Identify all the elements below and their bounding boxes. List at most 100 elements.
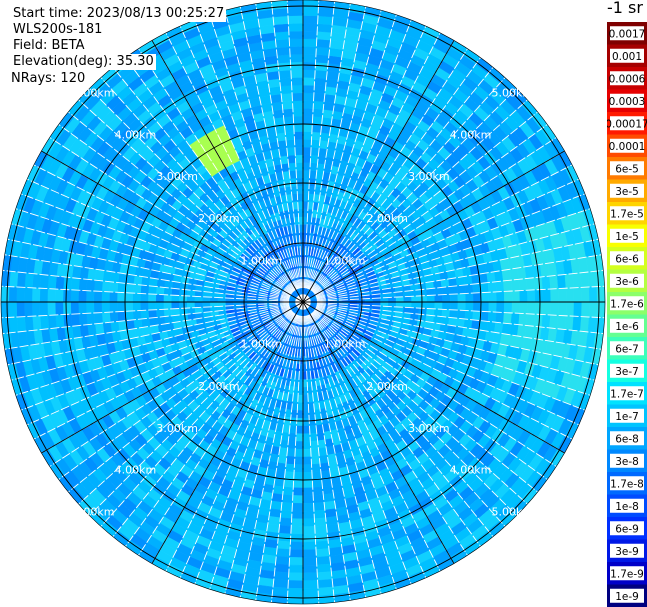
beta-cell: [449, 301, 459, 311]
beta-cell: [486, 321, 496, 333]
beta-cell: [287, 7, 304, 17]
beta-cell: [302, 402, 309, 411]
beta-cell: [85, 301, 95, 314]
beta-cell: [101, 301, 110, 313]
beta-cell: [302, 193, 309, 202]
colorbar-tick-label: 0.0001: [609, 141, 646, 153]
beta-cell: [309, 162, 318, 172]
ray-divider: [78, 311, 293, 505]
beta-cell: [217, 297, 226, 303]
ray-divider: [255, 3, 302, 289]
beta-cell: [302, 7, 319, 17]
beta-cell: [380, 301, 389, 307]
beta-cell: [302, 479, 313, 489]
ray-divider: [11, 305, 290, 381]
range-ring-label: 3.00km: [408, 170, 450, 183]
beta-cell: [280, 163, 290, 173]
beta-cell: [465, 301, 474, 312]
beta-cell: [286, 448, 296, 458]
beta-cell: [140, 309, 150, 320]
beta-cell: [321, 116, 333, 127]
beta-cell: [302, 549, 317, 558]
beta-cell: [124, 310, 134, 321]
beta-cell: [411, 301, 420, 309]
beta-cell: [291, 510, 304, 520]
beta-cell: [276, 46, 291, 56]
beta-cell: [418, 295, 428, 303]
beta-cell: [55, 275, 65, 290]
beta-cell: [288, 564, 304, 574]
beta-cell: [163, 294, 172, 303]
beta-cell: [47, 301, 56, 316]
azimuth-spoke: [302, 150, 565, 303]
colorbar-tick-label: 6e-9: [615, 523, 639, 535]
beta-cell: [403, 301, 412, 308]
beta-cell: [302, 533, 316, 543]
beta-cell: [110, 321, 120, 333]
elevation-label: Elevation(deg): 35.30: [11, 54, 156, 70]
beta-cell: [292, 100, 304, 109]
ray-divider: [312, 77, 506, 292]
beta-cell: [272, 586, 289, 597]
beta-cell: [291, 518, 304, 527]
colorbar-label-bg: [610, 498, 644, 513]
beta-cell: [302, 417, 310, 427]
colorbar-label-bg: [610, 318, 644, 333]
beta-cell: [279, 77, 292, 87]
beta-cell: [302, 146, 312, 156]
beta-cell: [140, 293, 149, 303]
azimuth-spoke: [151, 301, 304, 564]
colorbar-tick-label: 0.0017: [609, 28, 646, 40]
beta-cell: [487, 281, 497, 293]
beta-cell: [8, 271, 19, 288]
beta-cell: [155, 301, 164, 310]
beta-cell: [62, 289, 72, 303]
beta-cell: [441, 309, 451, 318]
colorbar-tick-label: 1e-8: [615, 501, 639, 513]
beta-cell: [310, 146, 320, 156]
ray-divider: [308, 32, 441, 290]
beta-cell: [294, 146, 304, 156]
outer-boundary: [0, 0, 606, 605]
range-ring-label: 2.00km: [366, 212, 408, 225]
beta-cell: [310, 139, 321, 149]
beta-cell: [124, 301, 133, 312]
beta-cell: [302, 410, 310, 419]
beta-cell: [588, 286, 598, 303]
beta-cell: [503, 290, 513, 303]
range-ring-label: 2.00km: [198, 380, 240, 393]
beta-cell: [78, 278, 88, 291]
beta-cell: [302, 46, 317, 55]
beta-cell: [291, 77, 304, 86]
beta-cell: [293, 472, 304, 481]
colorbar-tick-label: 3e-6: [615, 276, 639, 288]
beta-cell: [296, 417, 304, 427]
ray-divider: [224, 315, 300, 594]
ray-divider: [20, 193, 291, 298]
ray-divider: [316, 223, 595, 299]
beta-cell: [581, 286, 590, 303]
colorbar-tick-label: 3e-8: [615, 456, 639, 468]
ray-divider: [165, 314, 298, 572]
beta-cell: [1, 270, 11, 287]
beta-cell: [496, 301, 505, 313]
ray-divider: [316, 303, 602, 350]
beta-cell: [109, 291, 118, 303]
beta-cell: [314, 77, 327, 87]
beta-cell: [109, 301, 118, 313]
ray-divider: [2, 269, 290, 301]
ray-divider: [100, 77, 294, 292]
ray-divider: [310, 313, 468, 556]
beta-cell: [565, 287, 575, 303]
ray-divider: [316, 208, 591, 299]
beta-cell: [302, 123, 313, 132]
beta-cell: [292, 108, 304, 117]
beta-cell: [322, 109, 334, 119]
beta-cell: [294, 139, 304, 148]
beta-cell: [418, 301, 428, 309]
beta-cell: [534, 289, 544, 303]
beta-cell: [302, 115, 313, 125]
colorbar-label-bg: [610, 48, 644, 63]
beta-cell: [295, 162, 304, 171]
beta-cell: [564, 315, 574, 331]
